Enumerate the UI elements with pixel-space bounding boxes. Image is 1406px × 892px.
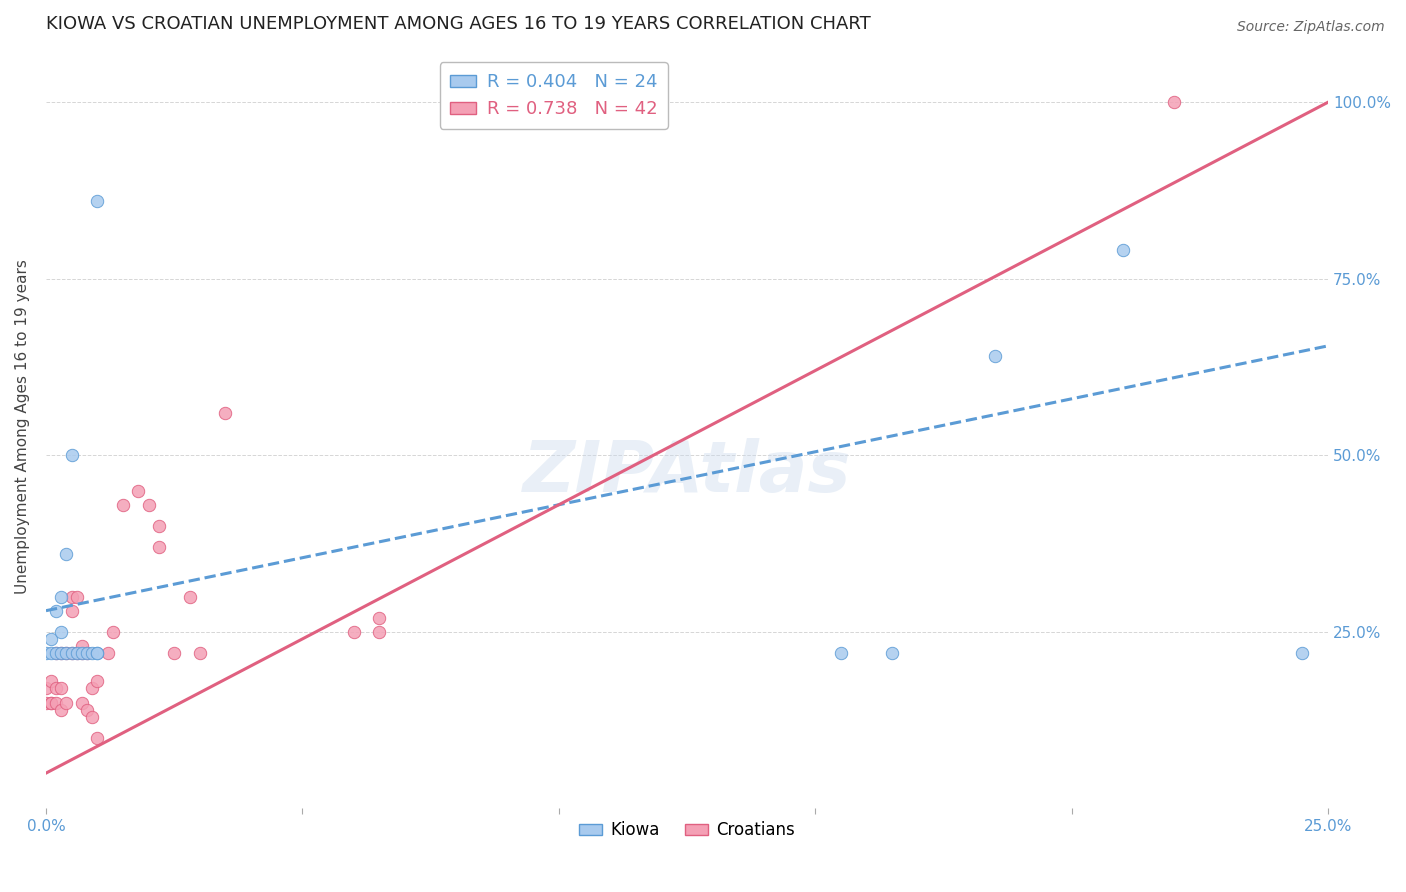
Point [55, 646, 77, 660]
Point [163, 646, 186, 660]
Point [55, 696, 77, 710]
Point [45, 696, 67, 710]
Point [39, 632, 62, 646]
Text: KIOWA VS CROATIAN UNEMPLOYMENT AMONG AGES 16 TO 19 YEARS CORRELATION CHART: KIOWA VS CROATIAN UNEMPLOYMENT AMONG AGE… [46, 15, 870, 33]
Point [45, 604, 67, 618]
Point [86, 194, 108, 208]
Point [148, 519, 170, 533]
Point [70, 646, 93, 660]
Point [66, 646, 89, 660]
Point [60, 646, 83, 660]
Point [111, 498, 134, 512]
Point [39, 646, 62, 660]
Point [55, 547, 77, 561]
Point [76, 702, 98, 716]
Point [51, 646, 73, 660]
Point [188, 646, 211, 660]
Point [148, 540, 170, 554]
Point [51, 681, 73, 696]
Point [138, 498, 160, 512]
Point [51, 624, 73, 639]
Point [51, 702, 73, 716]
Point [60, 448, 83, 462]
Point [66, 590, 89, 604]
Point [214, 406, 236, 420]
Point [1291, 646, 1313, 660]
Point [86, 674, 108, 689]
Point [45, 646, 67, 660]
Point [60, 646, 83, 660]
Point [35, 681, 58, 696]
Point [343, 624, 366, 639]
Point [39, 674, 62, 689]
Point [70, 696, 93, 710]
Point [830, 646, 852, 660]
Point [1163, 95, 1185, 110]
Point [82, 681, 104, 696]
Text: ZIPAtlas: ZIPAtlas [523, 438, 851, 508]
Point [70, 646, 93, 660]
Point [368, 611, 391, 625]
Point [984, 350, 1007, 364]
Point [368, 624, 391, 639]
Text: Source: ZipAtlas.com: Source: ZipAtlas.com [1237, 20, 1385, 34]
Point [35, 696, 58, 710]
Point [35, 646, 58, 660]
Point [882, 646, 904, 660]
Point [60, 590, 83, 604]
Point [39, 696, 62, 710]
Point [82, 646, 104, 660]
Point [51, 646, 73, 660]
Point [86, 646, 108, 660]
Point [76, 646, 98, 660]
Point [96, 646, 118, 660]
Point [86, 731, 108, 745]
Point [55, 646, 77, 660]
Point [179, 590, 201, 604]
Point [66, 646, 89, 660]
Point [39, 696, 62, 710]
Y-axis label: Unemployment Among Ages 16 to 19 years: Unemployment Among Ages 16 to 19 years [15, 260, 30, 594]
Point [51, 590, 73, 604]
Point [60, 604, 83, 618]
Point [127, 483, 149, 498]
Point [45, 646, 67, 660]
Point [1112, 244, 1135, 258]
Point [70, 639, 93, 653]
Point [82, 709, 104, 723]
Point [86, 646, 108, 660]
Legend: Kiowa, Croatians: Kiowa, Croatians [572, 814, 801, 846]
Point [45, 681, 67, 696]
Point [101, 624, 124, 639]
Point [76, 646, 98, 660]
